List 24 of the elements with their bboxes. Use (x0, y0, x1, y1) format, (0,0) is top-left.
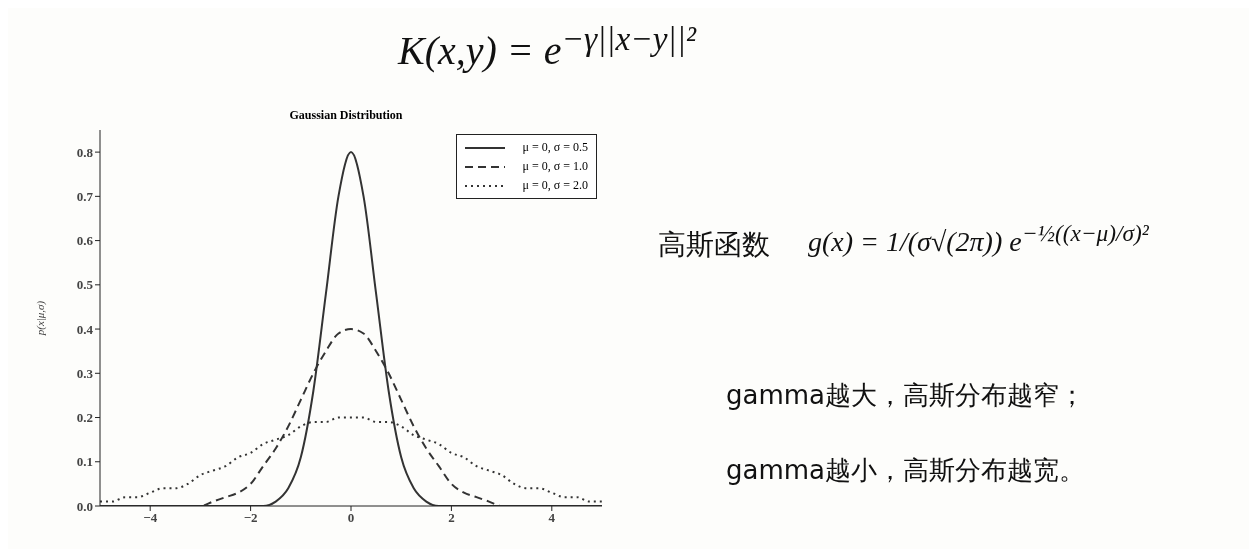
y-tick-label: 0.2 (76, 410, 93, 426)
y-tick-label: 0.8 (76, 144, 94, 160)
text: gamma越大，高斯分布越窄； (726, 379, 1086, 412)
text: 高斯函数 (658, 227, 770, 263)
x-tick-label: −2 (243, 510, 258, 526)
x-tick-label: 4 (548, 510, 556, 526)
legend-label: μ = 0, σ = 0.5 (522, 139, 588, 156)
legend-label: μ = 0, σ = 1.0 (522, 158, 588, 175)
text: gamma越小，高斯分布越宽。 (726, 454, 1086, 487)
y-axis-title: p(x|μ,σ) (33, 300, 47, 337)
legend-label: μ = 0, σ = 2.0 (522, 177, 588, 194)
y-tick-label: 0.3 (76, 365, 94, 381)
x-tick-label: 0 (347, 510, 355, 526)
x-tick-label: −4 (143, 510, 158, 526)
y-tick-label: 0.1 (76, 454, 93, 470)
y-tick-label: 0.6 (76, 233, 94, 249)
text: K(x,y) = e$^{−γ||x−y||²}$ (398, 20, 696, 75)
y-tick-label: 0.5 (76, 277, 94, 293)
y-tick-label: 0.4 (76, 321, 94, 337)
x-tick-label: 2 (448, 510, 455, 526)
y-tick-label: 0.7 (76, 188, 94, 204)
text: g(x) = 1/(σ√(2π)) e$^{−½((x−μ)/σ)²}$ (808, 220, 1149, 259)
chart-title: Gaussian Distribution (288, 108, 404, 123)
y-tick-label: 0.0 (76, 498, 93, 514)
